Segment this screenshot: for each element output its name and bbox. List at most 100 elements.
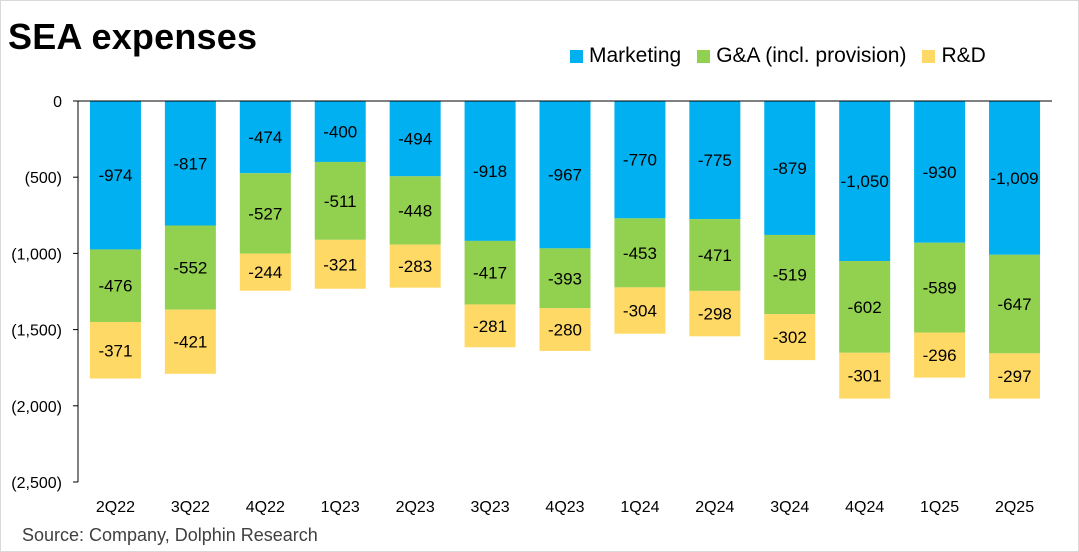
bar-marketing — [389, 101, 441, 177]
chart-legend: Marketing G&A (incl. provision) R&D — [570, 44, 1002, 68]
x-category-label: 4Q22 — [246, 499, 285, 516]
legend-item-marketing: Marketing — [570, 44, 681, 68]
data-label: -471 — [698, 246, 732, 265]
x-category-label: 1Q24 — [620, 499, 659, 516]
bar-rd — [989, 353, 1041, 399]
bar-rd — [689, 290, 741, 337]
y-tick-label: (500) — [25, 170, 62, 187]
x-category-label: 3Q24 — [770, 499, 809, 516]
bar-rd — [389, 244, 441, 288]
data-label: -511 — [324, 192, 357, 211]
bar-marketing — [689, 101, 741, 220]
x-category-label: 3Q23 — [471, 499, 510, 516]
bar-ga — [689, 219, 741, 291]
legend-swatch-marketing — [570, 49, 583, 63]
data-label: -589 — [923, 279, 957, 298]
bar-ga — [839, 261, 891, 353]
data-label: -304 — [623, 302, 657, 321]
data-label: -371 — [98, 341, 132, 360]
bar-rd — [239, 253, 291, 291]
bar-ga — [539, 248, 591, 309]
bar-ga — [914, 242, 966, 333]
data-label: -476 — [98, 277, 132, 296]
x-category-label: 4Q24 — [845, 499, 884, 516]
y-tick-label: (1,000) — [11, 246, 62, 263]
data-label: -967 — [548, 166, 582, 185]
data-label: -244 — [248, 263, 282, 282]
bar-ga — [314, 161, 366, 240]
bar-marketing — [614, 101, 666, 219]
data-label: -474 — [248, 128, 282, 147]
chart-title: SEA expenses — [8, 16, 258, 57]
legend-label-rd: R&D — [941, 44, 986, 67]
legend-label-marketing: Marketing — [589, 44, 682, 67]
bar-ga — [89, 249, 141, 322]
x-category-label: 2Q25 — [995, 499, 1034, 516]
data-label: -321 — [323, 255, 357, 274]
bar-rd — [539, 308, 591, 351]
bar-ga — [614, 218, 666, 288]
bar-marketing — [239, 101, 291, 174]
data-label: -302 — [773, 328, 807, 347]
data-label: -879 — [773, 159, 807, 178]
legend-item-rd: R&D — [922, 44, 986, 68]
legend-label-ga: G&A (incl. provision) — [716, 44, 907, 67]
bar-ga — [764, 234, 816, 315]
bar-rd — [164, 309, 216, 374]
data-label: -281 — [473, 317, 507, 336]
data-label: -393 — [548, 269, 582, 288]
data-label: -421 — [173, 333, 207, 352]
data-label: -1,050 — [841, 172, 889, 191]
bar-rd — [764, 314, 816, 361]
bar-ga — [164, 225, 216, 310]
data-label: -417 — [473, 264, 507, 283]
bar-rd — [314, 239, 366, 289]
x-category-label: 2Q23 — [396, 499, 435, 516]
data-label: -770 — [623, 151, 657, 170]
bar-marketing — [464, 101, 516, 241]
data-label: -647 — [998, 295, 1032, 314]
y-tick-label: (2,500) — [11, 475, 62, 492]
bar-ga — [464, 240, 516, 305]
x-category-label: 1Q23 — [321, 499, 360, 516]
bar-marketing — [839, 101, 891, 262]
x-category-label: 2Q22 — [96, 499, 135, 516]
x-category-label: 4Q23 — [545, 499, 584, 516]
data-label: -283 — [398, 257, 432, 276]
data-label: -775 — [698, 151, 732, 170]
x-category-label: 3Q22 — [171, 499, 210, 516]
bar-marketing — [164, 101, 216, 226]
bar-rd — [614, 287, 666, 334]
bar-rd — [839, 352, 891, 399]
data-label: -298 — [698, 305, 732, 324]
source-note: Source: Company, Dolphin Research — [22, 525, 318, 545]
data-label: -448 — [398, 201, 432, 220]
data-label: -453 — [623, 244, 657, 263]
bar-marketing — [989, 101, 1041, 255]
bar-marketing — [539, 101, 591, 249]
y-tick-label: (2,000) — [11, 399, 62, 416]
bar-ga — [239, 173, 291, 254]
data-label: -400 — [323, 122, 357, 141]
y-tick-label: (1,500) — [11, 323, 62, 340]
bar-rd — [914, 332, 966, 378]
bar-ga — [989, 254, 1041, 354]
data-label: -602 — [848, 298, 882, 317]
data-label: -494 — [398, 130, 432, 149]
x-category-label: 1Q25 — [920, 499, 959, 516]
x-category-label: 2Q24 — [695, 499, 734, 516]
data-label: -297 — [998, 367, 1032, 386]
bar-rd — [464, 304, 516, 348]
data-label: -527 — [248, 204, 282, 223]
data-label: -918 — [473, 162, 507, 181]
legend-swatch-ga — [697, 49, 711, 63]
legend-swatch-rd — [922, 49, 936, 63]
data-label: -552 — [173, 259, 207, 278]
data-label: -1,009 — [990, 169, 1038, 188]
data-label: -280 — [548, 321, 582, 340]
legend-item-ga: G&A (incl. provision) — [697, 44, 906, 68]
data-label: -974 — [98, 166, 132, 185]
bar-ga — [389, 176, 441, 245]
data-label: -817 — [173, 154, 207, 173]
